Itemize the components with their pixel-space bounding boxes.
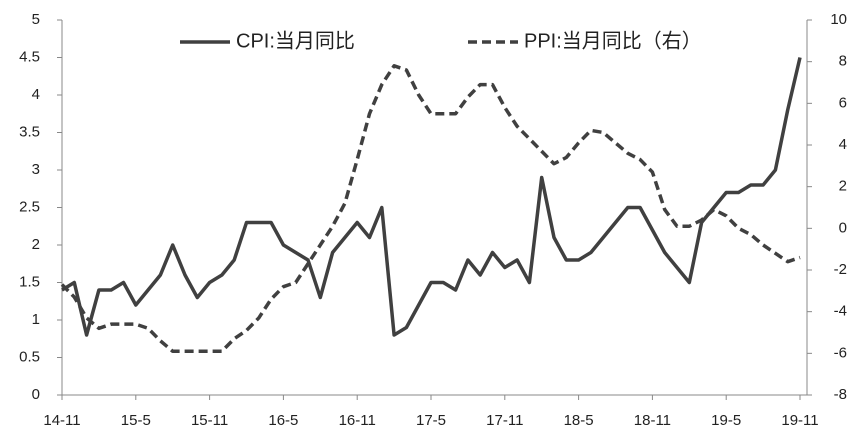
x-tick-label: 17-11: [486, 412, 523, 429]
x-tick-label: 16-5: [268, 412, 298, 429]
legend: CPI:当月同比 PPI:当月同比（右）: [180, 29, 702, 52]
y-tick-label: 0: [32, 386, 40, 403]
y-tick-label: 5: [32, 11, 40, 28]
y-tick-label: 0.5: [19, 348, 40, 365]
x-tick-label: 17-5: [416, 412, 446, 429]
y2-tick-label: 6: [839, 94, 847, 111]
legend-label: CPI:当月同比: [236, 29, 355, 52]
series-line: [61, 57, 802, 337]
x-tick-label: 14-11: [43, 412, 80, 429]
y2-tick-label: 2: [839, 178, 847, 195]
y2-tick-label: -2: [834, 261, 847, 278]
x-tick-label: 19-11: [781, 412, 818, 429]
x-tick-label: 16-11: [339, 412, 376, 429]
y-tick-label: 2.5: [19, 198, 40, 215]
x-tick-label: 18-11: [634, 412, 671, 429]
y2-tick-label: -6: [834, 344, 847, 361]
y2-tick-label: 0: [839, 219, 847, 236]
legend-label: PPI:当月同比（右）: [524, 29, 702, 52]
y-tick-label: 1: [32, 311, 40, 328]
x-tick-label: 15-5: [121, 412, 151, 429]
y2-tick-label: 8: [839, 53, 847, 70]
x-tick-label: 18-5: [564, 412, 594, 429]
y-tick-label: 3: [32, 161, 40, 178]
y-tick-label: 4.5: [19, 48, 40, 65]
y2-tick-label: -4: [834, 303, 847, 320]
y2-tick-label: -8: [834, 386, 847, 403]
y-tick-label: 4: [32, 86, 40, 103]
y2-tick-label: 4: [839, 136, 847, 153]
series-line: [60, 64, 801, 353]
y-tick-label: 2: [32, 236, 40, 253]
y-tick-label: 1.5: [19, 273, 40, 290]
y-tick-label: 3.5: [19, 123, 40, 140]
x-tick-label: 15-11: [191, 412, 228, 429]
x-tick-label: 19-5: [711, 412, 741, 429]
y2-tick-label: 10: [830, 11, 847, 28]
